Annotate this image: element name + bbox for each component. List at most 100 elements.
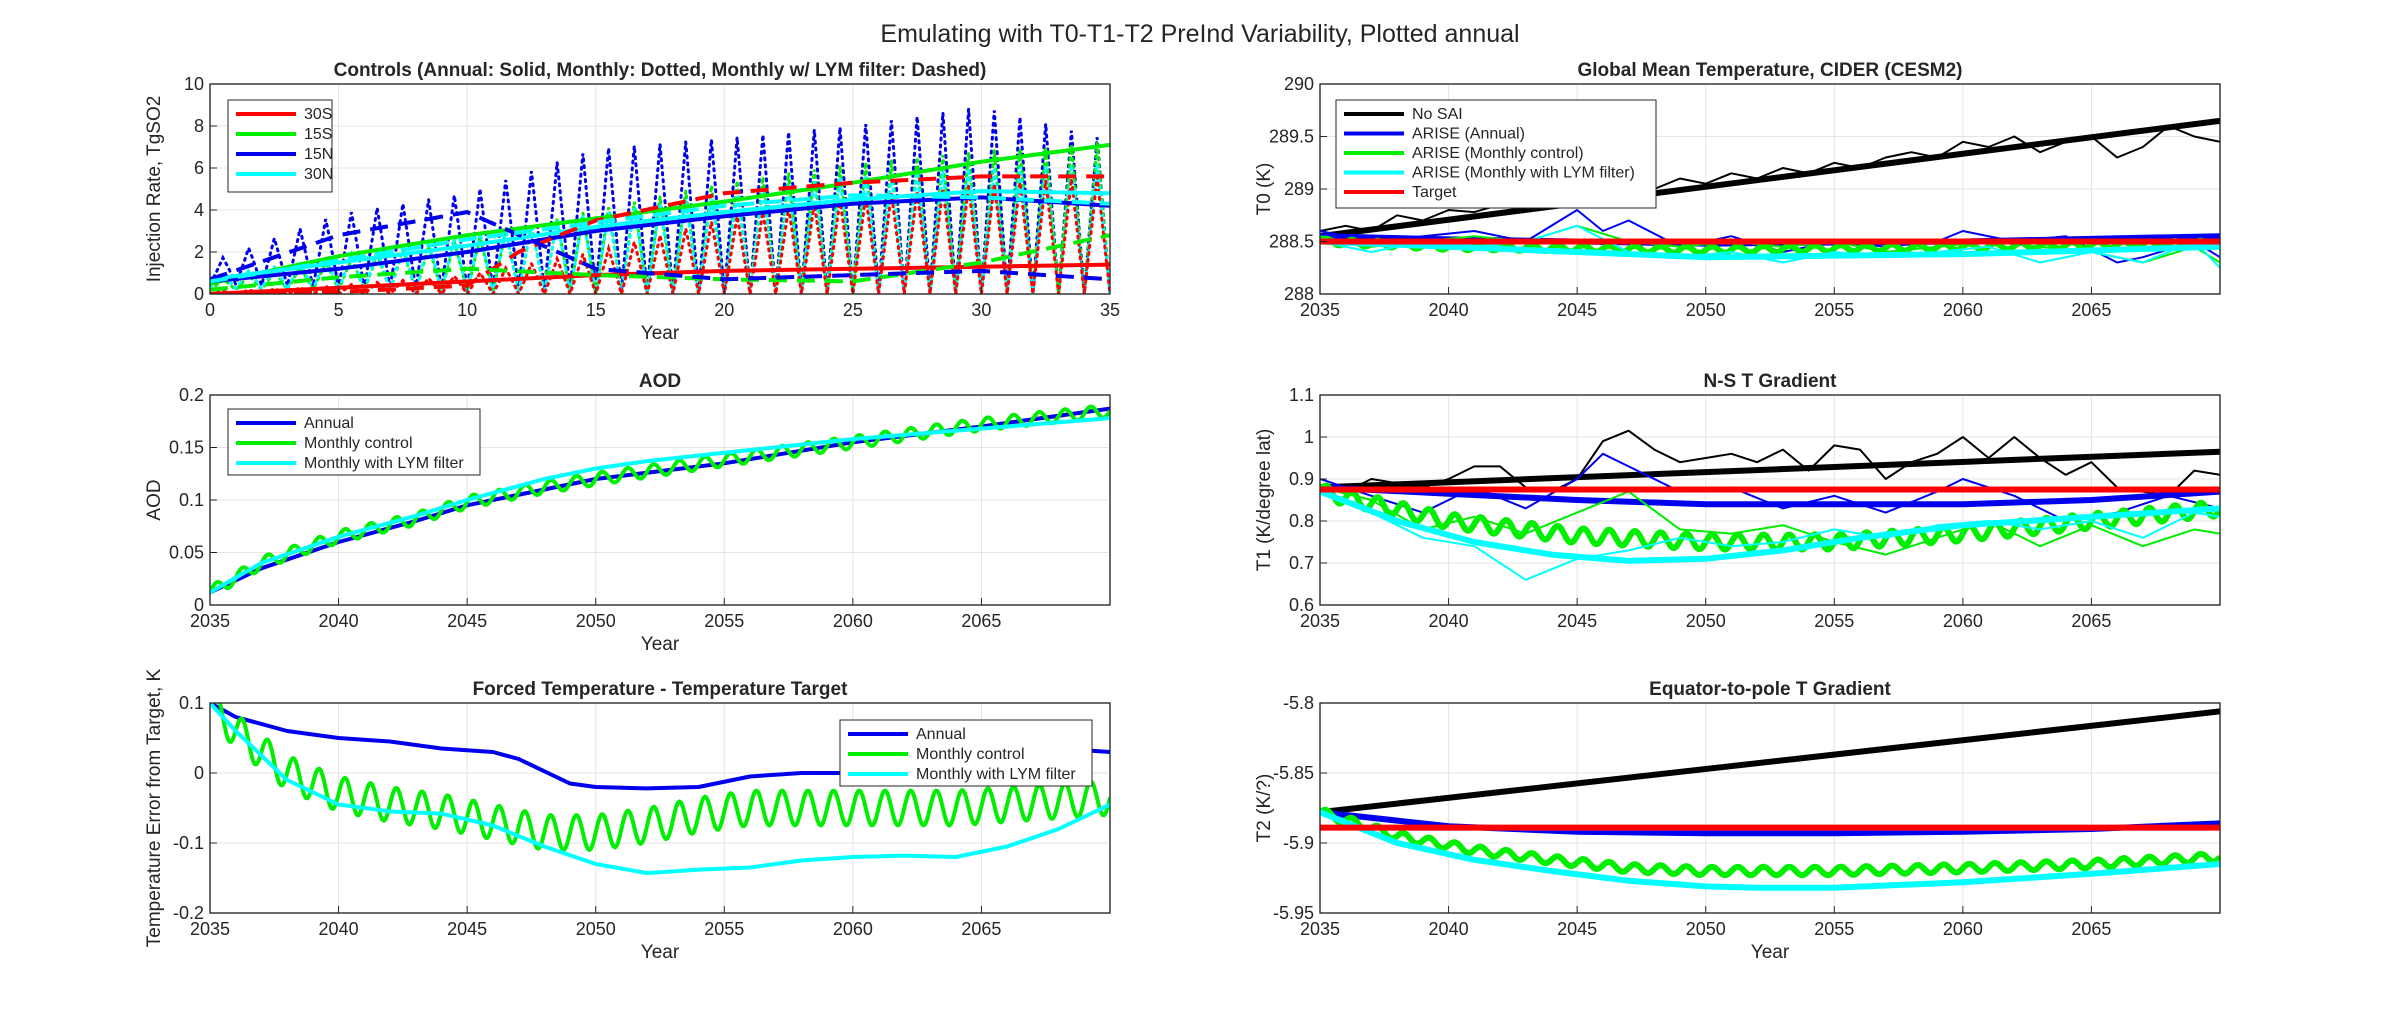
y-tick-label: 0 — [194, 763, 204, 783]
legend-label: Monthly with LYM filter — [304, 455, 464, 472]
series-line-green-solid — [210, 703, 1110, 852]
legend-label: ARISE (Monthly with LYM filter) — [1412, 165, 1635, 182]
y-tick-label: 0.9 — [1289, 469, 1314, 489]
series-line-green-solid — [1320, 806, 2220, 879]
y-tick-label: 4 — [194, 200, 204, 220]
legend-label: Monthly with LYM filter — [916, 766, 1076, 783]
x-tick-label: 2060 — [1943, 919, 1983, 939]
x-tick-label: 2035 — [190, 919, 230, 939]
series-line-cyan-solid — [210, 189, 1110, 282]
y-tick-label: 289.5 — [1269, 127, 1314, 147]
x-tick-label: 2045 — [1557, 300, 1597, 320]
panel-equator-pole-gradient: 2035 2040 2045 2050 2055 2060 2065 -5.95 -5.9 -5.… — [1254, 679, 2221, 963]
legend-label: ARISE (Annual) — [1412, 126, 1525, 143]
y-tick-label: 1.1 — [1289, 385, 1314, 405]
legend-label: Annual — [304, 415, 354, 432]
legend: No SAI ARISE (Annual) ARISE (Monthly contr… — [1335, 99, 1657, 209]
axis-frame — [209, 702, 1111, 914]
y-tick-label: 0.7 — [1289, 553, 1314, 573]
series-line-green-solid — [1320, 486, 2220, 556]
legend-label: Monthly control — [304, 435, 413, 452]
x-tick-label: 2060 — [833, 919, 873, 939]
x-tick-label: 2035 — [1300, 919, 1340, 939]
x-tick-label: 2045 — [447, 611, 487, 631]
y-tick-label: -0.1 — [173, 833, 204, 853]
x-tick-label: 5 — [334, 300, 344, 320]
x-tick-label: 2055 — [1814, 611, 1854, 631]
panel-global-mean-temperature: 2035 2040 2045 2050 2055 2060 2065 288 288.5 289 2… — [1254, 60, 2221, 320]
monthly-series-blue — [210, 108, 1110, 294]
series-line-cyan-dashed — [210, 193, 1110, 284]
y-tick-label: 6 — [194, 158, 204, 178]
y-tick-label: 290 — [1284, 74, 1314, 94]
x-tick-label: 2050 — [576, 611, 616, 631]
panel-title: Forced Temperature - Temperature Target — [473, 679, 848, 700]
y-tick-label: 2 — [194, 242, 204, 262]
plot-area — [1319, 702, 2221, 914]
series-group — [210, 108, 1110, 294]
y-axis-label: Injection Rate, TgSO2 — [144, 96, 165, 283]
x-tick-label: 2055 — [704, 611, 744, 631]
legend-label: 30N — [304, 166, 333, 183]
x-tick-label: 25 — [843, 300, 863, 320]
y-tick-label: 288.5 — [1269, 232, 1314, 252]
axis-frame — [209, 83, 1111, 295]
panel-title: Global Mean Temperature, CIDER (CESM2) — [1578, 60, 1963, 81]
y-tick-label: -0.2 — [173, 903, 204, 923]
legend: Annual Monthly control Monthly with LYM fi… — [839, 719, 1093, 787]
panel-aod: 2035 2040 2045 2050 2055 2060 2065 0 0.05 0.1 0.15… — [144, 371, 1111, 655]
y-tick-label: 0.8 — [1289, 511, 1314, 531]
x-tick-label: 2045 — [1557, 611, 1597, 631]
monthly-series-red — [210, 177, 1110, 294]
legend-label: Annual — [916, 726, 966, 743]
x-tick-label: 2060 — [1943, 611, 1983, 631]
x-tick-label: 20 — [714, 300, 734, 320]
x-axis-label: Year — [641, 634, 680, 655]
series-line-green-dashed — [210, 233, 1110, 292]
series-group — [210, 404, 1110, 595]
y-tick-label: 1 — [1304, 427, 1314, 447]
x-tick-label: 2065 — [961, 611, 1001, 631]
y-tick-label: 288 — [1284, 284, 1314, 304]
y-tick-label: 0 — [194, 284, 204, 304]
y-tick-label: 0.6 — [1289, 595, 1314, 615]
series-line-cyan-solid — [1320, 809, 2220, 891]
panel-controls: 0 5 10 15 20 25 30 35 0 2 4 6 8 10 Controls (Annual: S… — [144, 60, 1120, 344]
x-tick-label: 2035 — [1300, 300, 1340, 320]
x-axis-label: Year — [1751, 942, 1790, 963]
x-tick-label: 2055 — [1814, 919, 1854, 939]
y-tick-label: 8 — [194, 116, 204, 136]
series-line-green-solid — [210, 142, 1110, 286]
x-tick-label: 2050 — [1686, 919, 1726, 939]
series-line-cyan-solid — [210, 703, 1110, 876]
x-tick-label: 2040 — [319, 919, 359, 939]
y-axis-label: T1 (K/degree lat) — [1254, 429, 1275, 572]
y-tick-label: -5.95 — [1273, 903, 1314, 923]
legend-label: 30S — [304, 106, 332, 123]
x-tick-label: 2060 — [1943, 300, 1983, 320]
legend-label: 15S — [304, 126, 332, 143]
legend: 30S 15S 15N 30N — [227, 99, 333, 193]
y-tick-label: 0.15 — [169, 438, 204, 458]
y-tick-label: 0.05 — [169, 543, 204, 563]
x-tick-label: 2065 — [2071, 611, 2111, 631]
x-tick-label: 2065 — [2071, 300, 2111, 320]
legend-label: Target — [1412, 184, 1457, 201]
figure-title: Emulating with T0-T1-T2 PreInd Variabili… — [880, 20, 1519, 48]
series-line-black-solid — [1320, 125, 2220, 232]
axis-frame — [1319, 702, 2221, 914]
x-axis-label: Year — [641, 323, 680, 344]
x-tick-label: 2045 — [1557, 919, 1597, 939]
y-tick-label: 10 — [184, 74, 204, 94]
y-axis-label: T2 (K/?) — [1254, 774, 1275, 843]
panel-title: Controls (Annual: Solid, Monthly: Dotted… — [334, 60, 987, 81]
y-tick-label: -5.8 — [1283, 693, 1314, 713]
x-tick-label: 2035 — [1300, 611, 1340, 631]
x-tick-label: 35 — [1100, 300, 1120, 320]
y-tick-label: 0.1 — [179, 490, 204, 510]
series-group — [1320, 117, 2220, 269]
y-tick-label: 0 — [194, 595, 204, 615]
x-tick-label: 2060 — [833, 611, 873, 631]
legend-label: Monthly control — [916, 746, 1025, 763]
